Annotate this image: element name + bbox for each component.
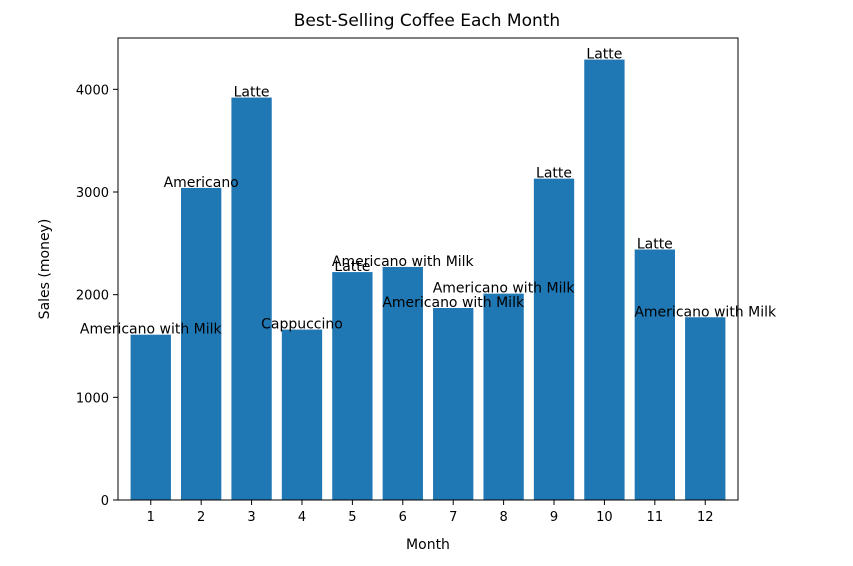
bar-3 xyxy=(231,97,272,501)
y-tick-label-2000: 2000 xyxy=(76,289,109,304)
plot-area: Americano with Milk Americano Latte Cappucc… xyxy=(76,47,777,525)
bar-label-8: Americano with Milk xyxy=(433,281,576,297)
bar-label-9: Latte xyxy=(536,166,572,182)
bar-label-10: Latte xyxy=(586,47,622,63)
bar-7 xyxy=(433,308,474,500)
x-tick-label-3: 3 xyxy=(247,510,255,525)
bar-label-3: Latte xyxy=(234,85,270,101)
x-tick-label-9: 9 xyxy=(550,510,558,525)
x-tick-label-7: 7 xyxy=(449,510,457,525)
bar-6 xyxy=(382,266,423,500)
x-tick-label-10: 10 xyxy=(596,510,613,525)
bar-5 xyxy=(332,272,373,500)
bar-label-6: Americano with Milk xyxy=(332,254,475,270)
bar-1 xyxy=(130,334,171,500)
bar-label-2: Americano xyxy=(164,175,239,191)
x-tick-label-12: 12 xyxy=(697,510,714,525)
x-tick-label-4: 4 xyxy=(298,510,306,525)
x-tick-label-11: 11 xyxy=(647,510,664,525)
bar-4 xyxy=(281,329,323,500)
bar-2 xyxy=(181,187,222,501)
bar-label-4: Cappuccino xyxy=(261,317,343,333)
bar-label-7: Americano with Milk xyxy=(382,295,525,311)
bar-label-1: Americano with Milk xyxy=(80,322,223,338)
y-tick-label-3000: 3000 xyxy=(76,186,109,201)
bar-11 xyxy=(634,249,675,500)
y-tick-label-0: 0 xyxy=(101,494,109,509)
x-tick-label-8: 8 xyxy=(499,510,507,525)
bar-12 xyxy=(685,317,726,500)
x-axis-label: Month xyxy=(406,537,450,553)
y-axis-label: Sales (money) xyxy=(37,219,53,320)
x-tick-label-6: 6 xyxy=(399,510,407,525)
x-tick-label-5: 5 xyxy=(348,510,356,525)
bar-label-12: Americano with Milk xyxy=(634,304,777,320)
bar-label-5: Latte xyxy=(334,259,370,275)
x-tick-label-1: 1 xyxy=(147,510,155,525)
plot-frame xyxy=(117,37,739,501)
y-tick-label-1000: 1000 xyxy=(76,391,109,406)
x-tick-label-2: 2 xyxy=(197,510,205,525)
bar-8 xyxy=(483,293,524,500)
bar-9 xyxy=(533,178,575,501)
bar-10 xyxy=(584,59,625,501)
bar-label-11: Latte xyxy=(637,236,673,252)
y-tick-label-4000: 4000 xyxy=(76,83,109,98)
chart-title: Best-Selling Coffee Each Month xyxy=(294,11,560,31)
